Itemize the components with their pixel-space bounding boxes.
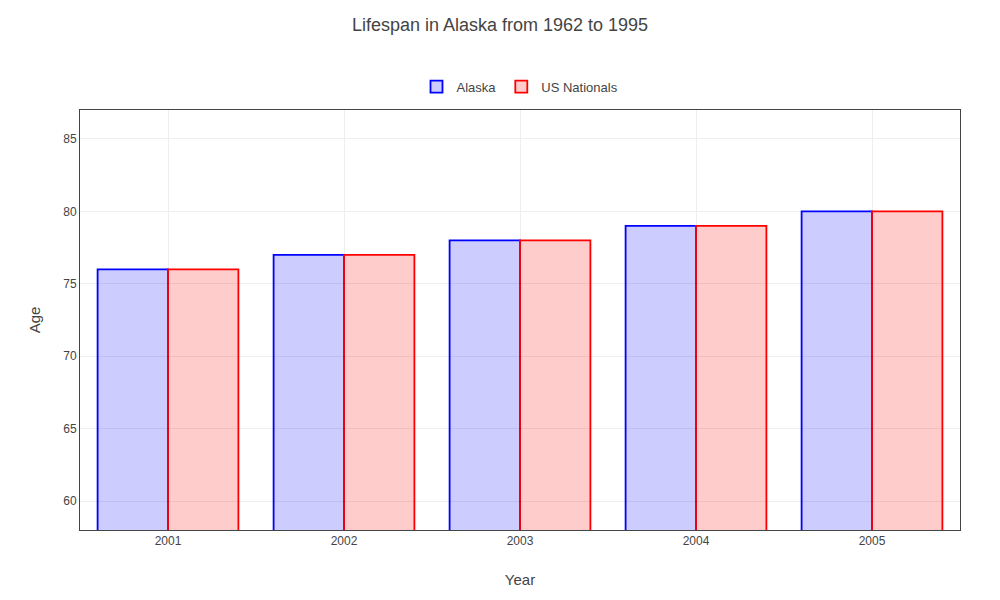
svg-text:Age: Age: [26, 307, 43, 334]
svg-text:60: 60: [63, 494, 77, 508]
svg-text:Lifespan in Alaska from 1962 t: Lifespan in Alaska from 1962 to 1995: [352, 15, 648, 35]
svg-text:65: 65: [63, 422, 77, 436]
svg-text:2004: 2004: [683, 534, 710, 548]
svg-text:2005: 2005: [859, 534, 886, 548]
svg-text:US Nationals: US Nationals: [541, 80, 617, 95]
svg-text:75: 75: [63, 277, 77, 291]
svg-text:Year: Year: [505, 571, 535, 588]
svg-text:2001: 2001: [155, 534, 182, 548]
svg-text:85: 85: [63, 132, 77, 146]
svg-text:70: 70: [63, 349, 77, 363]
svg-text:2003: 2003: [507, 534, 534, 548]
svg-text:2002: 2002: [331, 534, 358, 548]
svg-text:80: 80: [63, 205, 77, 219]
svg-text:Alaska: Alaska: [457, 80, 497, 95]
